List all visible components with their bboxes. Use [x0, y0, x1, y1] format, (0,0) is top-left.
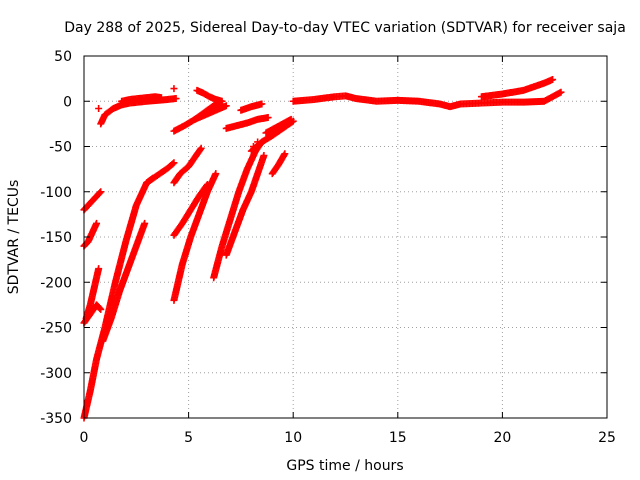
- data-point: [287, 115, 295, 123]
- data-point: [258, 100, 266, 108]
- series-arc-b: [80, 301, 105, 327]
- series-arc-v: [268, 150, 289, 178]
- x-tick-label: 15: [389, 430, 407, 446]
- data-point: [222, 102, 230, 110]
- data-point: [93, 219, 101, 227]
- x-tick-label: 25: [598, 430, 616, 446]
- y-tick-label: 50: [54, 49, 72, 65]
- y-tick-label: -200: [40, 275, 72, 291]
- series-arc-l: [170, 181, 211, 239]
- data-point: [254, 138, 262, 146]
- y-tick-label: 0: [63, 94, 72, 110]
- y-tick-labels: -350 -300 -250 -200 -150 -100 -50 0 50: [40, 49, 72, 427]
- data-point: [203, 182, 211, 190]
- data-point: [157, 94, 165, 102]
- x-tick-label: 20: [493, 430, 511, 446]
- x-tick-labels: 0 5 10 15 20 25: [80, 430, 616, 446]
- y-axis-title: SDTVAR / TECUs: [6, 180, 22, 295]
- series-arc-y: [95, 85, 262, 150]
- data-points: [80, 76, 565, 422]
- series-arc-f: [99, 219, 149, 345]
- data-point: [260, 152, 268, 160]
- x-axis-title: GPS time / hours: [286, 458, 403, 474]
- series-arc-s: [237, 100, 266, 114]
- y-tick-label: -50: [49, 140, 72, 156]
- y-tick-label: -350: [40, 411, 72, 427]
- series-arc-r: [222, 114, 272, 132]
- data-point: [170, 159, 178, 167]
- y-tick-label: -250: [40, 321, 72, 337]
- x-tick-label: 10: [284, 430, 302, 446]
- y-tick-label: -300: [40, 366, 72, 382]
- chart-title: Day 288 of 2025, Sidereal Day-to-day VTE…: [64, 20, 626, 36]
- data-point: [96, 304, 104, 312]
- data-point: [249, 143, 257, 150]
- data-point: [170, 85, 178, 93]
- data-point: [97, 188, 105, 196]
- data-point: [169, 160, 177, 168]
- series-arc-u: [262, 115, 295, 137]
- series-arc-p: [210, 138, 266, 282]
- y-tick-label: -100: [40, 185, 72, 201]
- data-point: [281, 150, 289, 158]
- data-point: [95, 265, 103, 273]
- series-arc-i: [143, 159, 178, 187]
- data-point: [95, 104, 103, 112]
- series-arc-e: [82, 265, 103, 322]
- x-tick-label: 0: [80, 430, 89, 446]
- data-point: [203, 181, 211, 189]
- data-point: [264, 114, 272, 122]
- axis-ticks: [83, 55, 608, 419]
- x-tick-label: 5: [184, 430, 193, 446]
- data-point: [557, 88, 565, 96]
- data-point: [197, 144, 205, 152]
- series-arc-d: [80, 219, 101, 250]
- series-arc-k: [170, 170, 220, 304]
- series-arc-q: [222, 152, 268, 259]
- data-point: [549, 76, 557, 84]
- y-tick-label: -150: [40, 230, 72, 246]
- data-point: [141, 219, 149, 227]
- series-arc-h: [118, 93, 165, 105]
- series-arc-x: [477, 76, 557, 101]
- data-point: [216, 99, 224, 107]
- data-point: [172, 95, 180, 103]
- series-arc-o: [191, 99, 224, 123]
- series-arc-j: [170, 144, 205, 187]
- data-point: [97, 305, 105, 313]
- data-point: [212, 170, 220, 178]
- data-point: [96, 189, 104, 197]
- series-arc-w: [289, 88, 565, 111]
- grid-lines: [84, 56, 607, 418]
